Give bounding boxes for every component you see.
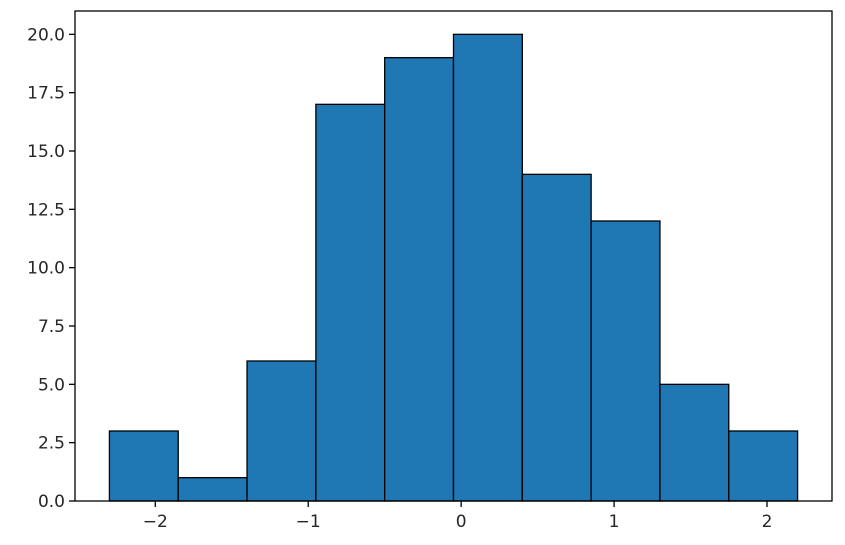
plot-frame — [74, 10, 833, 502]
histogram-bar — [521, 173, 592, 502]
x-tick-label: 2 — [762, 512, 773, 532]
y-tick-label: 10.0 — [27, 259, 65, 279]
histogram-bar — [315, 103, 386, 502]
y-tick-label: 12.5 — [27, 200, 65, 220]
x-tick-label: −2 — [143, 512, 168, 532]
histogram-bar — [452, 33, 523, 502]
histogram-bar — [659, 383, 730, 502]
x-tick-label: −1 — [296, 512, 321, 532]
y-tick-label: 15.0 — [27, 142, 65, 162]
histogram-bar — [728, 430, 799, 502]
y-axis-ticks: 0.0 2.5 5.0 7.5 10.0 12.5 15.0 17.5 20.0 — [27, 25, 75, 512]
histogram-bar — [246, 360, 317, 502]
histogram-bar — [384, 57, 455, 502]
y-tick-label: 17.5 — [27, 84, 65, 104]
y-tick-label: 2.5 — [38, 434, 65, 454]
bars-group — [108, 33, 799, 502]
y-tick-label: 20.0 — [27, 25, 65, 45]
histogram-bar — [590, 220, 661, 502]
y-tick-label: 0.0 — [38, 492, 65, 512]
histogram-bar — [108, 430, 179, 502]
x-tick-label: 1 — [609, 512, 620, 532]
x-axis-ticks: −2 −1 0 1 2 — [143, 501, 773, 532]
x-tick-label: 0 — [456, 512, 467, 532]
y-tick-label: 5.0 — [38, 375, 65, 395]
histogram-bar — [177, 477, 248, 502]
y-tick-label: 7.5 — [38, 317, 65, 337]
